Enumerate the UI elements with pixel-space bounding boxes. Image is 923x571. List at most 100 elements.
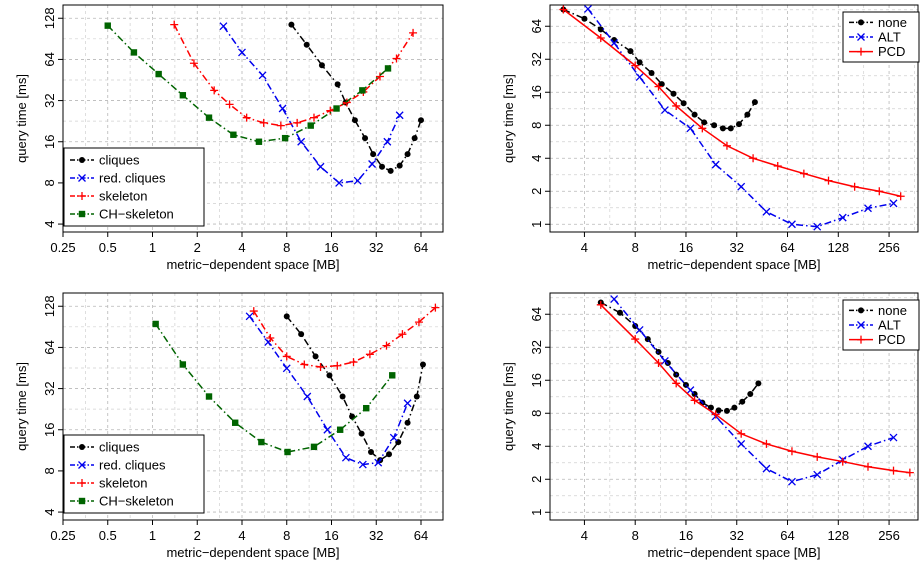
data-point	[690, 396, 699, 405]
data-point	[686, 386, 695, 395]
data-point	[312, 353, 319, 360]
data-point	[413, 393, 420, 400]
series-line-ch-skeleton	[107, 25, 389, 143]
data-point	[596, 300, 605, 309]
data-point	[672, 379, 681, 388]
data-point	[739, 398, 746, 405]
data-point	[255, 138, 263, 145]
legend-marker	[78, 210, 86, 218]
x-tick-label: 0.25	[50, 528, 75, 543]
data-point	[672, 101, 681, 110]
data-point	[403, 399, 412, 408]
data-point	[838, 457, 847, 466]
x-tick-label: 1	[149, 528, 156, 543]
series-line-alt	[613, 298, 894, 483]
chart-panel-3: 0.25 0.5 1 2 4 8 16 32 64 4 8 16 32 64 128 metric−depen…	[14, 292, 444, 560]
data-point	[631, 61, 640, 70]
data-point	[737, 182, 746, 191]
y-tick-label: 1	[529, 509, 544, 516]
data-point	[680, 100, 687, 107]
legend-marker	[78, 461, 86, 469]
data-point	[660, 356, 669, 365]
y-tick-label: 2	[529, 476, 544, 483]
x-tick-label: 64	[414, 528, 428, 543]
data-point	[368, 160, 377, 168]
data-point	[230, 131, 237, 138]
data-point	[788, 477, 796, 486]
y-tick-label: 64	[42, 52, 57, 66]
data-point	[610, 295, 619, 304]
plot-frame	[62, 292, 444, 521]
data-point	[249, 307, 258, 316]
legend-label: red. cliques	[99, 458, 166, 473]
chart-panel-4: 4 8 16 32 64 128 256 1 2 4 8 16 32 64 metric−dependent…	[501, 292, 920, 560]
series-layer	[104, 20, 424, 187]
x-tick-label: 16	[324, 240, 338, 255]
data-point	[179, 92, 187, 99]
data-point	[359, 87, 366, 94]
data-point	[824, 176, 833, 185]
legend-box	[842, 11, 920, 63]
legend-label: red. cliques	[99, 171, 166, 186]
data-point	[596, 34, 605, 43]
legend-box	[842, 299, 920, 351]
x-axis-label: metric−dependent space [MB]	[166, 257, 339, 272]
series-layer	[559, 5, 905, 231]
legend-marker	[857, 335, 865, 344]
x-tick-label: 4	[238, 240, 245, 255]
data-point	[396, 162, 403, 169]
data-point	[670, 90, 677, 97]
data-point	[333, 361, 342, 370]
legend-label: none	[878, 303, 907, 318]
data-point	[864, 204, 872, 213]
x-tick-label: 8	[632, 240, 639, 255]
x-tick-label: 128	[827, 528, 849, 543]
y-axis-label: query time [ms]	[501, 362, 516, 451]
plot-frame	[549, 292, 919, 521]
data-point	[386, 451, 393, 458]
chart-panel-1: 0.25 0.5 1 2 4 8 16 32 64 4 8 16 32 64 128 metric−depen…	[14, 4, 444, 272]
y-tick-label: 32	[529, 340, 544, 354]
y-tick-label: 128	[42, 295, 57, 317]
data-point	[375, 72, 384, 81]
grid	[550, 5, 918, 232]
x-tick-label: 8	[632, 528, 639, 543]
y-tick-label: 4	[529, 443, 544, 450]
data-point	[245, 312, 254, 321]
data-point	[723, 407, 730, 414]
data-point	[104, 22, 111, 29]
data-point	[205, 114, 213, 121]
data-point	[130, 49, 138, 56]
data-point	[326, 372, 333, 379]
legend-marker	[79, 444, 85, 450]
data-point	[905, 468, 914, 477]
y-tick-label: 8	[42, 179, 57, 186]
legend-marker	[857, 321, 865, 329]
x-tick-label: 32	[730, 240, 744, 255]
data-point	[379, 163, 386, 170]
y-axis-label: query time [ms]	[501, 74, 516, 163]
data-point	[431, 303, 440, 312]
data-point	[813, 452, 822, 461]
x-tick-label: 32	[369, 240, 383, 255]
data-point	[336, 426, 344, 433]
data-point	[409, 28, 418, 37]
legend-label: none	[878, 15, 907, 30]
data-point	[635, 326, 644, 334]
y-tick-label: 32	[529, 52, 544, 66]
data-point	[762, 439, 771, 448]
data-point	[686, 124, 695, 133]
y-tick-label: 1	[529, 221, 544, 228]
data-point	[731, 404, 738, 411]
data-point	[631, 335, 640, 344]
data-point	[389, 433, 398, 442]
data-point	[358, 430, 365, 437]
y-tick-label: 32	[42, 93, 57, 107]
plot-frame	[549, 4, 919, 233]
y-tick-label: 128	[42, 7, 57, 29]
x-tick-label: 128	[827, 240, 849, 255]
data-point	[635, 73, 644, 82]
legend-marker	[78, 174, 86, 182]
